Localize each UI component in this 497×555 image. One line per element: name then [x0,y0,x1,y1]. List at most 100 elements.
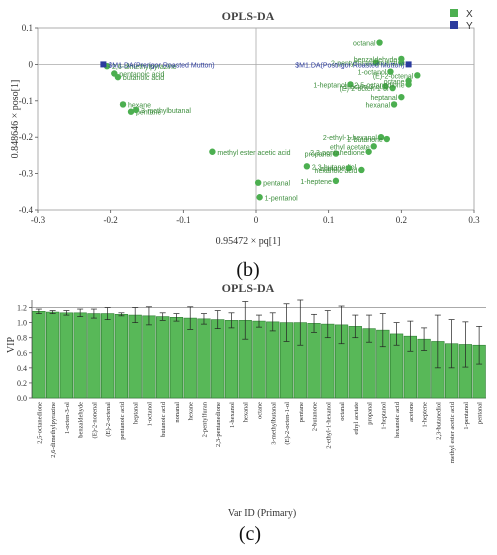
score-point [372,59,380,66]
vip-category-label: hexanal [243,402,250,422]
vip-category-label: 1-octanol [146,402,153,427]
score-point-label: 2,5-octanedione [354,82,404,89]
score-point-label: octanal [353,41,376,48]
score-point-label: 1-pentanol [265,195,299,202]
score-point-label: 2,6-dimethylpyrazine [112,64,177,71]
score-plot-axes: -0.3 -0.2 -0.1 0 0.1 0.2 0.30.10-0.1-0.2-0.3-0… [19,23,480,225]
vip-chart-bars: 2,5-octanedione 2,6-dimethylpyrazine 1-oct… [32,299,486,463]
x-tick-label: -0.2 [104,215,118,225]
vip-chart-title: OPLS-DA [222,281,275,295]
score-point-label: pentanal [263,181,290,188]
score-point-label: (E)-2-octenal [373,73,414,80]
score-point-label: benzaldehyde [354,57,398,64]
vip-category-label: 1-hexanol [229,402,236,428]
vip-category-label: 2,5-octanedione [36,402,43,444]
score-point [332,150,340,157]
score-point-y [100,61,107,68]
score-point [377,134,385,141]
y-tick-label: 0 [29,59,34,69]
score-point [345,164,353,172]
vip-bar [252,320,266,399]
score-point-label: 1-octen-3-ol [344,84,382,91]
x-tick-label: 0.2 [396,215,407,225]
vip-category-label: hexanoic acid [394,401,401,438]
score-point [376,39,383,46]
score-point-label: $M1.DA(Postrigor Roasted Mutton) [295,62,404,69]
score-point-label: nonanal [372,61,397,68]
vip-bar [114,314,129,399]
y-tick-label: -0.2 [19,132,33,142]
score-point [383,135,390,143]
score-point-label: ethyl acetate [330,144,370,151]
vip-y-tick-label: 0.6 [17,349,27,358]
score-point [209,148,216,155]
vip-category-label: pentanal [477,402,484,424]
opls-da-score-plot: OPLS-DA X Y 0.95472 × pq[1] 0.848646 × p… [10,9,480,281]
score-point [127,108,135,115]
score-point-label: $M1.DA(Prerigor Roasted Mutton) [108,62,214,69]
vip-category-label: 2,3-pentanedione [215,402,222,447]
vip-category-label: 3-methylbutanal [270,402,277,445]
score-point-label: heptanal [370,95,397,102]
score-point [389,84,396,92]
vip-bar [87,313,101,399]
score-point [254,179,262,186]
vip-category-label: benzaldehyde [78,402,85,438]
score-point [370,143,377,150]
score-point-label: pentanoic acid [119,72,164,79]
score-plot-title: OPLS-DA [222,9,275,23]
vip-category-label: 1-pentanol [463,402,470,430]
vip-category-label: hexane [188,402,195,421]
score-point [398,93,405,101]
score-point [358,166,365,174]
panel-b-label: (b) [236,259,259,281]
vip-bar [224,320,239,399]
vip-bar [197,318,211,399]
vip-category-label: octane [257,402,264,419]
score-point-label: 1-heptene [300,179,332,186]
vip-category-label: 2-ethyl-1-hexanol [325,402,332,449]
score-point-label: hexanal [366,102,391,109]
score-point [414,72,421,79]
score-point [405,77,412,84]
legend-swatch-y [450,21,458,29]
score-point [398,55,405,63]
vip-category-label: 1-heptene [422,402,429,428]
x-tick-label: 0.3 [468,215,480,225]
vip-category-label: pentanoic acid [119,401,126,439]
panel-c-label: (c) [239,523,261,545]
score-point [132,106,140,114]
vip-bar [101,313,115,399]
vip-bar [211,319,225,399]
vip-category-label: 1-octen-3-ol [64,402,71,434]
vip-category-label: (E)-2-nonenal [91,402,98,439]
legend-label-x: X [466,9,473,20]
score-point [114,73,122,81]
y-tick-label: 0.1 [22,23,33,33]
score-point [365,148,372,155]
score-point-label: 1-heptanol [313,82,347,89]
vip-category-label: 2,6-dimethylpyrazine [50,402,57,458]
score-point [347,81,354,88]
y-tick-label: -0.4 [19,205,34,215]
score-point-label: 2-ethyl-1-hexanol [323,135,378,142]
vip-y-tick-label: 1.2 [17,304,27,313]
vip-y-tick-label: 0.8 [17,334,27,343]
vip-bar-chart: OPLS-DA VIP Var ID (Primary) (c) 0.0 0.2 0… [6,281,486,545]
score-plot-legend: X Y [450,9,473,32]
score-point-y [405,61,412,68]
vip-category-label: (E)-2-octen-1-ol [284,402,291,445]
vip-bar [169,317,184,399]
y-tick-label: -0.1 [19,96,33,106]
vip-bar [59,312,74,399]
vip-y-tick-label: 0.4 [17,364,27,373]
vip-bar [73,312,87,399]
vip-category-label: methyl ester acetic acid [449,401,456,463]
vip-category-label: acetone [408,402,415,422]
vip-y-tick-label: 0.2 [17,379,27,388]
vip-category-label: butanoic acid [160,401,167,437]
x-tick-label: -0.3 [31,215,46,225]
vip-bar [307,323,321,399]
